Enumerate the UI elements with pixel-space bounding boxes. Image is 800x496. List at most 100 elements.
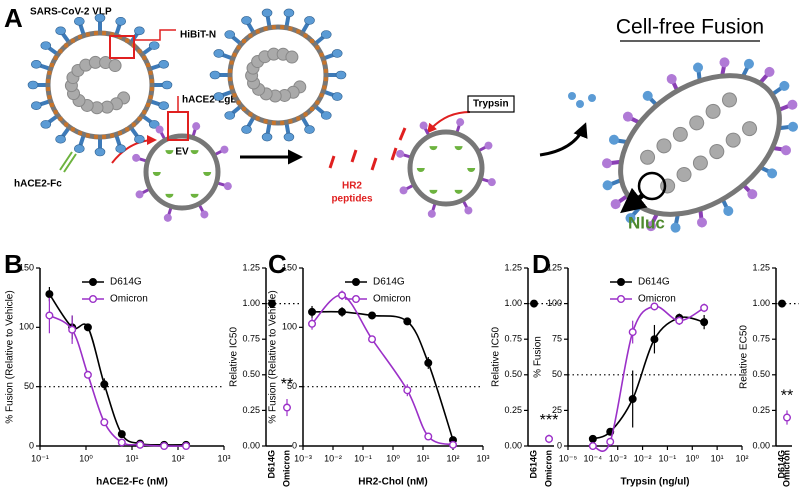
- x-axis-label: HR2-Chol (nM): [358, 477, 427, 488]
- y-tick-label: 100: [282, 322, 297, 332]
- x-axis-label: Trypsin (ng/ul): [621, 477, 690, 488]
- nucleocapsid: [721, 92, 737, 108]
- data-point: [308, 307, 317, 316]
- category-label: D614G: [266, 450, 276, 479]
- membrane-protein: [93, 134, 98, 139]
- data-point: [403, 317, 412, 326]
- spike-head: [55, 134, 66, 144]
- membrane-protein: [232, 52, 237, 57]
- ace2-head: [135, 190, 144, 199]
- nucleocapsid: [285, 50, 299, 64]
- y-tick-label: 0.75: [752, 334, 770, 344]
- membrane-protein: [322, 60, 327, 65]
- membrane-protein: [232, 93, 237, 98]
- ace2-head: [456, 118, 465, 127]
- membrane-protein: [53, 55, 58, 60]
- data-point: [424, 358, 433, 367]
- lgbit: [203, 172, 212, 176]
- membrane-protein: [47, 95, 52, 100]
- legend-label: Omicron: [373, 294, 411, 305]
- spike-head: [213, 49, 225, 58]
- membrane-protein: [47, 70, 52, 75]
- y-tick-label: 150: [282, 262, 297, 272]
- data-point: [83, 370, 92, 379]
- x-tick-label: 10¹: [125, 453, 138, 463]
- membrane-protein: [142, 110, 147, 115]
- data-point: [136, 440, 145, 449]
- ace2-head: [155, 125, 164, 134]
- legend-label: D614G: [638, 277, 670, 288]
- data-point: [424, 432, 433, 441]
- data-point: [588, 442, 597, 451]
- spike-head: [304, 125, 315, 134]
- x-tick-label: 10⁻³: [294, 453, 312, 463]
- spike-head: [94, 13, 106, 23]
- data-point: [588, 434, 597, 443]
- category-label: Omicron: [281, 450, 291, 487]
- fc-mark: [59, 151, 73, 171]
- x-tick-label: 10⁻⁴: [584, 453, 603, 463]
- category-label: Omicron: [781, 450, 791, 487]
- membrane-protein: [271, 25, 276, 30]
- ace2-head: [602, 158, 613, 169]
- ev-membrane: [407, 129, 485, 207]
- spike-head: [335, 70, 347, 80]
- membrane-protein: [319, 93, 324, 98]
- y-tick-label: 1.25: [752, 262, 770, 272]
- fit-curve: [48, 293, 187, 446]
- membrane-protein: [142, 55, 147, 60]
- data-point: [650, 302, 659, 311]
- membrane-protein: [70, 127, 75, 132]
- ace2-head: [220, 145, 229, 154]
- membrane-protein: [46, 78, 51, 83]
- spike-head: [55, 26, 66, 36]
- membrane-protein: [58, 49, 63, 54]
- data-point: [268, 299, 277, 308]
- legend-marker: [88, 278, 97, 287]
- data-point: [45, 311, 54, 320]
- x-tick-label: 10²: [171, 453, 184, 463]
- spike-head: [158, 59, 170, 69]
- nucleocapsid: [689, 115, 705, 131]
- data-point: [160, 442, 169, 451]
- spike-head: [158, 101, 170, 111]
- x-tick-label: 10⁻²: [634, 453, 652, 463]
- membrane-protein: [149, 78, 154, 83]
- lgbit-label: hACE2-LgBiT: [182, 95, 246, 106]
- y-tick-label: 100: [547, 298, 562, 308]
- ace2-head: [781, 145, 792, 156]
- lgbit: [467, 168, 476, 172]
- ace2-head: [764, 66, 775, 77]
- membrane-protein: [46, 87, 51, 92]
- data-point: [368, 311, 377, 320]
- lgbit: [190, 150, 199, 155]
- y-tick-label: 0.25: [752, 405, 770, 415]
- y-tick-label: 50: [552, 369, 562, 379]
- membrane-protein: [110, 133, 115, 138]
- membrane-protein: [323, 68, 328, 73]
- fit-curve: [592, 316, 705, 440]
- x-tick-label: 10⁰: [386, 453, 400, 463]
- spike-head: [779, 80, 790, 91]
- ace2-head: [646, 221, 657, 232]
- data-point: [650, 335, 659, 344]
- spike-head: [320, 111, 332, 120]
- ace2-head: [484, 141, 493, 150]
- data-point: [83, 323, 92, 332]
- fc-mark: [63, 153, 77, 173]
- data-point: [530, 299, 539, 308]
- spike-head: [115, 144, 127, 154]
- significance: **: [281, 376, 293, 393]
- data-point: [338, 307, 347, 316]
- membrane-protein: [131, 122, 136, 127]
- membrane-protein: [137, 116, 142, 121]
- ace2-head: [666, 74, 677, 85]
- lgbit: [190, 193, 199, 198]
- membrane-protein: [303, 33, 308, 38]
- membrane-protein: [149, 87, 154, 92]
- ace2-head: [487, 178, 496, 187]
- spike-head: [224, 30, 236, 39]
- y-tick-label: 50: [287, 381, 297, 391]
- spike-head: [40, 120, 52, 129]
